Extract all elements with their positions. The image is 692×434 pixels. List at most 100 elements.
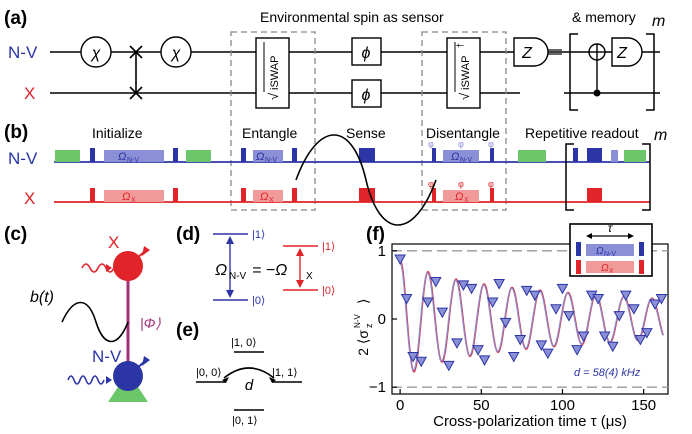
- data-point-30: [606, 341, 619, 353]
- x-pulses: [90, 188, 602, 202]
- field-wave-icon: [61, 301, 129, 343]
- row-label-nv: N-V: [8, 43, 38, 62]
- phase-nv-2: φ: [458, 139, 464, 149]
- chi-label-2: χ: [170, 45, 181, 62]
- omega-x-dis: Ω: [455, 191, 463, 203]
- memory-bracket-right: [646, 33, 655, 111]
- sqrt-symbol: √: [266, 92, 281, 100]
- data-point-34: [634, 334, 647, 346]
- phase-x-3: φ: [488, 179, 494, 189]
- stage-sense: Sense: [346, 125, 386, 141]
- data-point-8: [451, 338, 463, 349]
- x-ket0: |0⟩: [322, 285, 335, 297]
- eq-sub: N-V: [229, 271, 247, 282]
- omega-nv-init-sub: N-V: [127, 157, 139, 164]
- sqrt-iswap-gate: [255, 37, 290, 109]
- y-tick-label-1: 1: [378, 243, 386, 260]
- stage-entangle: Entangle: [242, 125, 297, 141]
- entangle-dashed-box: [230, 31, 316, 211]
- ket-10: |1, 0⟩: [231, 337, 257, 349]
- svg-text:N-V: N-V: [353, 314, 362, 328]
- eq-mid: = −Ω: [252, 262, 287, 279]
- data-point-26: [577, 331, 590, 343]
- phi-gate-nv: [351, 37, 382, 66]
- sense-field-wave: [295, 134, 437, 226]
- row-label-x-b: X: [24, 189, 35, 208]
- data-point-24: [563, 311, 575, 322]
- data-point-19: [529, 290, 541, 302]
- x-drive-wave-icon: [81, 263, 115, 273]
- eq-omega: Ω: [215, 262, 227, 279]
- omega-x-init-sub: X: [131, 197, 136, 204]
- x-label-c: X: [108, 233, 119, 252]
- y-tick-label--1: −1: [369, 379, 386, 396]
- data-point-29: [598, 331, 611, 343]
- eq-sub2: X: [306, 271, 313, 282]
- y-tick-label-0: 0: [378, 311, 386, 328]
- swap-icon: [129, 45, 143, 100]
- inset-omega-nv: Ω: [596, 246, 604, 257]
- stage-initialize: Initialize: [92, 125, 143, 141]
- data-point-14: [493, 279, 506, 290]
- data-point-22: [550, 304, 562, 315]
- row-label-x: X: [24, 84, 35, 103]
- phase-x-1: φ: [428, 179, 434, 189]
- coupling-d: d: [245, 377, 254, 394]
- omega-nv-init: Ω: [118, 151, 126, 163]
- measure-z-label-2: Z: [616, 45, 628, 62]
- ket-00: |0, 0⟩: [196, 367, 222, 379]
- memory-bracket-left: [569, 33, 578, 111]
- nv-pulses: [55, 148, 646, 162]
- phi-state-label: |Φ⟩: [140, 315, 161, 331]
- ket-01: |0, 1⟩: [232, 415, 258, 427]
- x-axis-label: Cross-polarization time τ (μs): [433, 413, 627, 430]
- omega-nv-dis: Ω: [451, 151, 459, 163]
- b-t-label: b(t): [30, 289, 54, 306]
- chi-label-1: χ: [90, 45, 101, 62]
- measurement-icon: [513, 37, 562, 67]
- phase-nv-3: φ: [488, 139, 494, 149]
- data-point-37: [655, 294, 668, 305]
- panel-label-a: (a): [4, 8, 27, 29]
- omega-nv-dis-sub: N-V: [460, 157, 472, 164]
- data-point-28: [592, 294, 605, 305]
- svg-text:⟩: ⟩: [355, 299, 371, 304]
- inset-omega-x-sub: X: [609, 268, 614, 275]
- data-point-15: [499, 317, 512, 329]
- measurement-icon-2: [611, 37, 643, 67]
- phase-x-2: φ: [458, 179, 464, 189]
- data-point-35: [641, 328, 653, 339]
- omega-x-init: Ω: [122, 191, 130, 203]
- omega-nv-ent: Ω: [256, 151, 264, 163]
- inset-omega-x: Ω: [601, 263, 609, 274]
- memory-title: & memory: [572, 9, 636, 25]
- fit-label: d = 58(4) kHz: [574, 367, 641, 379]
- sensor-title: Environmental spin as sensor: [260, 9, 444, 25]
- inset-omega-nv-sub: N-V: [604, 251, 616, 258]
- data-point-33: [628, 304, 640, 315]
- readout-bracket-right: [642, 143, 651, 211]
- omega-x-ent: Ω: [260, 191, 268, 203]
- row-label-nv-b: N-V: [8, 149, 38, 168]
- data-point-20: [535, 340, 548, 351]
- y-axis-label: 2 ⟨σ z N-V ⟩: [353, 299, 374, 356]
- repeat-m-a: m: [652, 13, 665, 30]
- x-tick-label-150: 150: [631, 397, 656, 414]
- svg-text:z: z: [364, 323, 374, 328]
- dagger-label: †: [455, 43, 465, 48]
- phi-label-nv: ϕ: [362, 45, 371, 62]
- sqrt-symbol-2: √: [457, 92, 472, 100]
- data-point-36: [649, 299, 661, 311]
- nv-ket0: |0⟩: [252, 295, 265, 307]
- nv-label-c: N-V: [92, 347, 122, 366]
- data-point-5: [429, 277, 442, 288]
- iswap-label-2: iSWAP: [460, 56, 472, 90]
- measure-z-label-1: Z: [521, 45, 533, 62]
- coherence-plot: 0 50 100 150 −1 0 1: [369, 243, 669, 414]
- data-point-1: [400, 294, 413, 305]
- data-point-10: [465, 283, 478, 295]
- inset-tau: τ: [608, 221, 614, 235]
- fit-curve-blue: [399, 260, 664, 372]
- data-point-7: [442, 360, 455, 372]
